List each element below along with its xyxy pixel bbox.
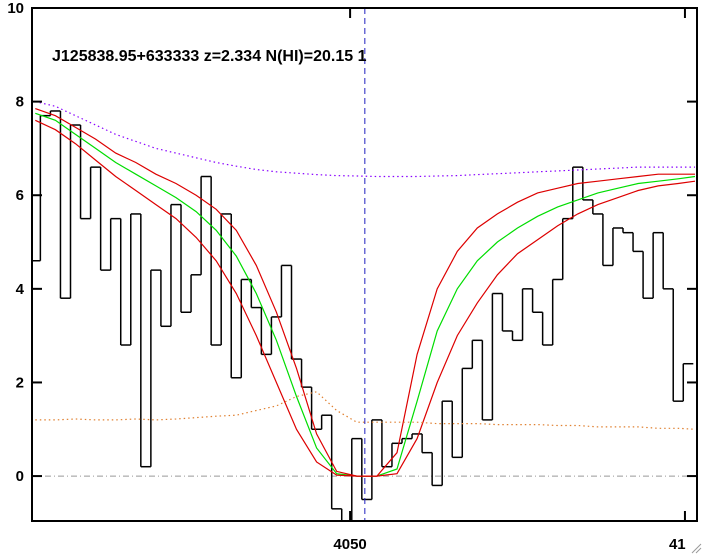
y-tick-label: 4	[16, 281, 25, 298]
dotted-curve	[35, 101, 695, 178]
x-tick-label: 4050	[333, 536, 366, 553]
y-tick-label: 6	[16, 187, 24, 204]
plot-area	[32, 8, 697, 521]
y-tick-label: 0	[16, 468, 24, 485]
y-tick-label: 2	[16, 374, 24, 391]
annotation: J125838.95+633333 z=2.334 N(HI)=20.15 1	[52, 48, 367, 65]
model-curve	[35, 119, 696, 477]
y-tick-label: 8	[16, 94, 24, 111]
dotted-curve	[35, 391, 696, 430]
y-tick-label: 10	[7, 0, 24, 17]
x-tick-label: 41	[669, 536, 686, 553]
frame	[31, 7, 698, 522]
resize-grip	[691, 543, 702, 554]
